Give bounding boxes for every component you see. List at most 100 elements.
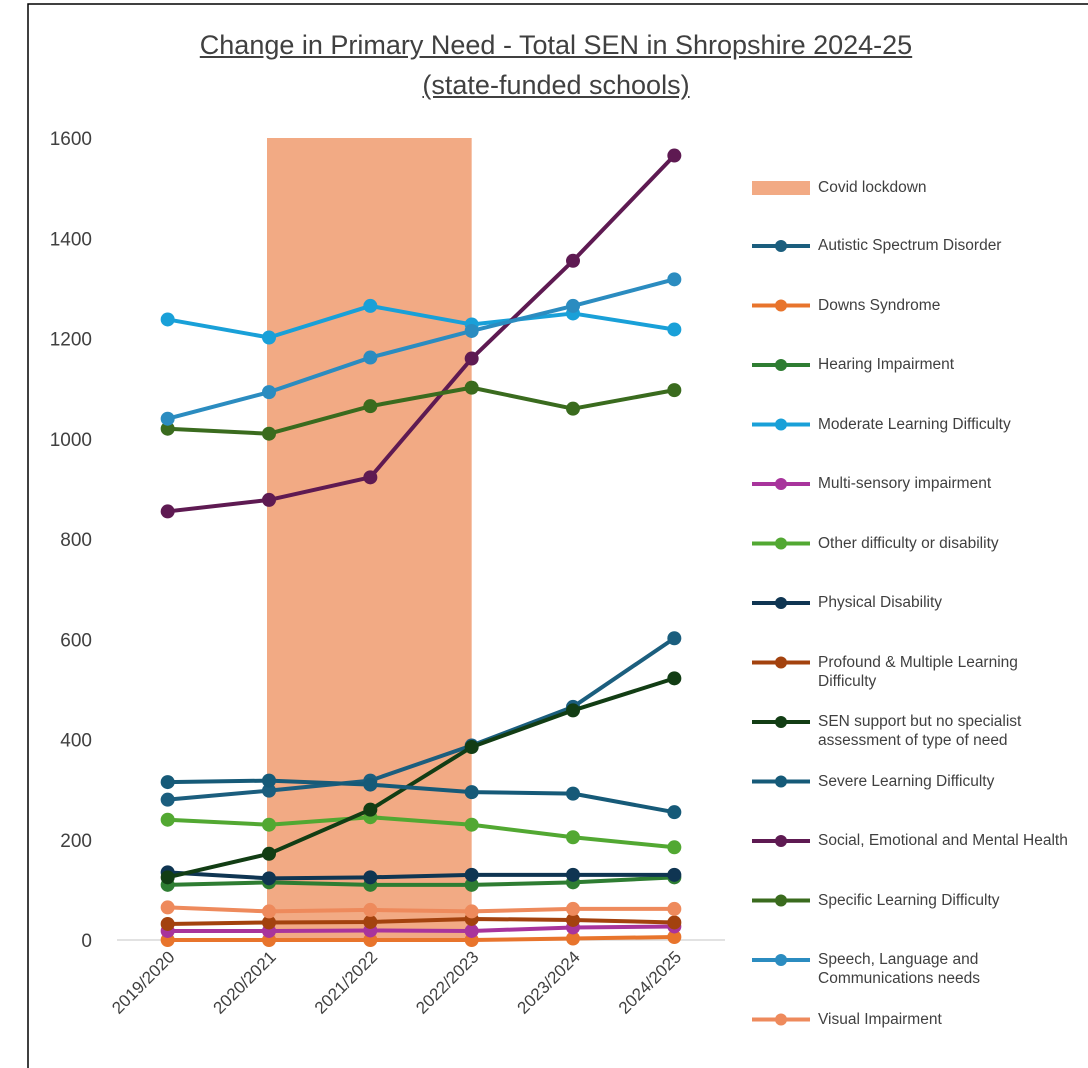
- legend-label: Downs Syndrome: [818, 296, 941, 314]
- series-line: [167, 277, 675, 421]
- series-marker: [262, 773, 276, 788]
- series-line: [167, 636, 676, 802]
- legend-marker: [775, 656, 787, 669]
- series-marker: [262, 817, 276, 832]
- series-marker: [566, 912, 580, 927]
- series-marker: [667, 322, 682, 337]
- legend-label: Social, Emotional and Mental Health: [818, 832, 1068, 849]
- series-line: [167, 870, 675, 881]
- series-marker: [363, 298, 378, 313]
- series-marker: [363, 399, 378, 414]
- legend-marker: [775, 597, 787, 609]
- series-marker: [667, 383, 682, 398]
- legend-marker: [775, 240, 787, 252]
- y-tick-label: 800: [60, 530, 92, 551]
- y-tick-label: 400: [60, 731, 92, 752]
- series-marker: [667, 671, 682, 686]
- y-tick-label: 1600: [50, 129, 92, 150]
- legend-label: Moderate Learning Difficulty: [818, 415, 1011, 433]
- series-line: [167, 778, 675, 815]
- series-marker: [667, 148, 682, 163]
- legend-label: Specific Learning Difficulty: [818, 891, 1000, 909]
- series-marker: [464, 904, 479, 919]
- x-tick-label: 2019/2020: [108, 947, 178, 1017]
- legend-marker: [775, 537, 787, 550]
- series-marker: [566, 830, 580, 845]
- chart-border: [27, 3, 1088, 1068]
- y-tick-label: 200: [60, 831, 92, 852]
- legend-marker: [775, 1013, 787, 1026]
- series-marker: [464, 785, 479, 800]
- series-line: [167, 905, 675, 914]
- series-marker: [464, 877, 479, 892]
- series-marker: [667, 901, 682, 916]
- legend-label: SEN support but no specialist assessment…: [818, 713, 1022, 749]
- legend-marker: [775, 478, 787, 490]
- series-line: [167, 303, 675, 340]
- series-marker: [667, 272, 682, 287]
- series-marker: [160, 916, 175, 931]
- series-marker: [160, 411, 175, 426]
- series-marker: [566, 867, 580, 882]
- series-marker: [262, 871, 276, 886]
- legend-marker: [775, 894, 787, 907]
- legend-marker: [775, 359, 787, 371]
- series-marker: [160, 775, 175, 790]
- series-marker: [262, 426, 276, 441]
- series-line: [167, 934, 675, 942]
- series-marker: [262, 330, 276, 345]
- series-marker: [262, 904, 276, 919]
- series-line: [167, 815, 675, 850]
- chart-title: Change in Primary Need - Total SEN in Sh…: [199, 30, 913, 60]
- series-marker: [262, 783, 276, 798]
- series-marker: [667, 805, 682, 820]
- legend-swatch: [752, 181, 810, 195]
- series-marker: [160, 870, 175, 885]
- series-marker: [667, 915, 682, 930]
- y-tick-label: 1200: [50, 330, 92, 351]
- x-tick-label: 2020/2021: [210, 947, 280, 1017]
- y-tick-label: 1400: [50, 229, 92, 250]
- series-marker: [566, 931, 580, 946]
- series-line: [167, 916, 675, 926]
- series-marker: [464, 923, 479, 938]
- series-marker: [667, 840, 682, 855]
- series-line: [167, 875, 675, 887]
- legend-marker: [775, 835, 787, 847]
- series-marker: [363, 350, 378, 365]
- series-marker: [160, 812, 175, 827]
- series-marker: [464, 351, 479, 366]
- series-marker: [464, 740, 479, 755]
- x-tick-label: 2023/2024: [514, 947, 584, 1017]
- legend-label: Multi-sensory impairment: [818, 475, 992, 492]
- series-marker: [160, 504, 175, 519]
- series-marker: [667, 631, 682, 646]
- series-marker: [464, 323, 479, 338]
- series-marker: [262, 492, 276, 507]
- x-tick-label: 2024/2025: [615, 947, 685, 1017]
- series-marker: [566, 253, 580, 268]
- y-tick-label: 1000: [50, 430, 92, 451]
- legend-label: Hearing Impairment: [818, 356, 955, 373]
- series-marker: [262, 915, 276, 930]
- legend-marker: [775, 299, 787, 312]
- series-marker: [566, 298, 580, 313]
- legend-marker: [775, 418, 787, 431]
- series-marker: [160, 792, 175, 807]
- series-line: [167, 385, 675, 436]
- series-marker: [160, 312, 175, 327]
- series-marker: [566, 786, 580, 801]
- y-tick-label: 0: [81, 931, 92, 952]
- legend-marker: [775, 954, 787, 966]
- legend-label: Physical Disability: [818, 594, 943, 611]
- series-marker: [667, 929, 682, 944]
- x-tick-label: 2022/2023: [412, 947, 482, 1017]
- legend-label: Speech, Language and Communications need…: [818, 951, 980, 987]
- series-marker: [363, 870, 378, 885]
- series-marker: [363, 470, 378, 485]
- legend-marker: [775, 716, 787, 728]
- legend-label: Covid lockdown: [818, 179, 927, 196]
- series-line: [167, 676, 675, 880]
